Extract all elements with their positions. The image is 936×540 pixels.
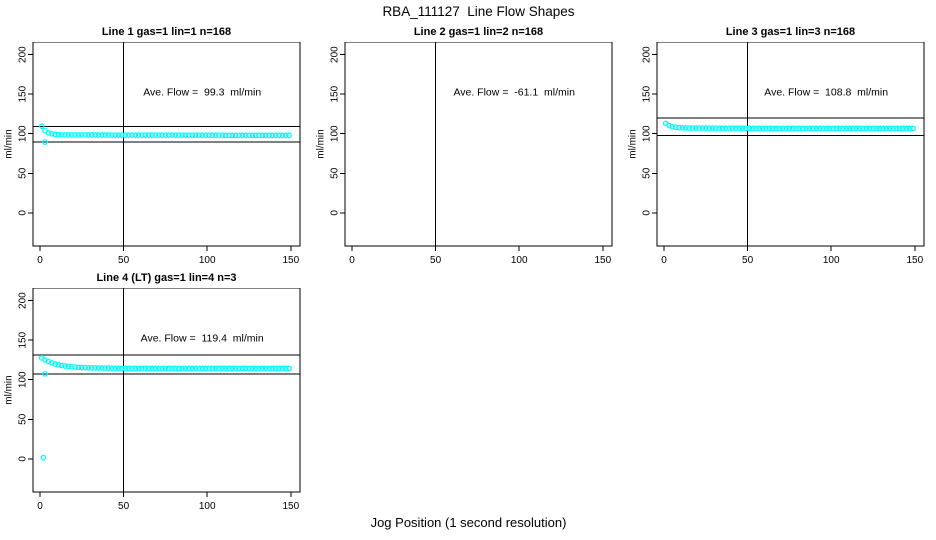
svg-text:100: 100 xyxy=(18,125,29,142)
svg-text:100: 100 xyxy=(330,125,341,142)
plot-canvas-line-4: 0 50 100 150 0 50 100 150 200 ml/min Ave. Flow = 1… xyxy=(4,288,301,512)
x-axis-label: Jog Position (1 second resolution) xyxy=(370,515,567,530)
svg-text:100: 100 xyxy=(823,255,840,266)
svg-text:50: 50 xyxy=(642,167,653,179)
subplot-line-2: Line 2 gas=1 lin=2 n=168 0 50 100 150 0 50 100… xyxy=(305,22,617,274)
svg-text:150: 150 xyxy=(282,501,299,512)
subplot-line-3-title: Line 3 gas=1 lin=3 n=168 xyxy=(725,26,856,38)
svg-text:ml/min: ml/min xyxy=(4,375,15,404)
svg-text:100: 100 xyxy=(642,125,653,142)
plot-canvas-line-3: 0 50 100 150 0 50 100 150 200 ml/min Ave. Flow = 1… xyxy=(628,42,925,266)
svg-text:0: 0 xyxy=(37,255,43,266)
subplot-line-4-title: Line 4 (LT) gas=1 lin=4 n=3 xyxy=(96,272,237,284)
svg-text:0: 0 xyxy=(642,210,653,216)
svg-text:200: 200 xyxy=(642,46,653,63)
svg-text:Ave. Flow = 119.4 ml/min: Ave. Flow = 119.4 ml/min xyxy=(141,333,264,345)
svg-text:100: 100 xyxy=(18,371,29,388)
svg-text:Ave. Flow = 108.8 ml/min: Ave. Flow = 108.8 ml/min xyxy=(764,87,888,99)
svg-text:200: 200 xyxy=(18,46,29,63)
svg-text:ml/min: ml/min xyxy=(4,129,15,158)
subplot-line-4: Line 4 (LT) gas=1 lin=4 n=3 0 50 100 150 0 50… xyxy=(0,268,305,520)
svg-text:Ave. Flow = -61.1 ml/min: Ave. Flow = -61.1 ml/min xyxy=(453,87,575,99)
svg-text:150: 150 xyxy=(18,85,29,102)
svg-text:150: 150 xyxy=(282,255,299,266)
svg-text:50: 50 xyxy=(118,501,130,512)
svg-text:100: 100 xyxy=(511,255,528,266)
svg-text:0: 0 xyxy=(330,210,341,216)
svg-text:0: 0 xyxy=(349,255,355,266)
svg-text:200: 200 xyxy=(330,46,341,63)
svg-text:150: 150 xyxy=(642,85,653,102)
svg-text:50: 50 xyxy=(430,255,442,266)
svg-text:0: 0 xyxy=(18,456,29,462)
subplot-line-2-title: Line 2 gas=1 lin=2 n=168 xyxy=(413,26,544,38)
svg-text:50: 50 xyxy=(118,255,130,266)
svg-text:0: 0 xyxy=(18,210,29,216)
plot-canvas-line-2: 0 50 100 150 0 50 100 150 200 ml/min Ave. Flow = -… xyxy=(316,42,613,266)
svg-text:50: 50 xyxy=(18,413,29,425)
svg-text:150: 150 xyxy=(330,85,341,102)
subplot-line-1-title: Line 1 gas=1 lin=1 n=168 xyxy=(101,26,232,38)
svg-text:50: 50 xyxy=(330,167,341,179)
svg-text:150: 150 xyxy=(906,255,923,266)
svg-text:50: 50 xyxy=(18,167,29,179)
svg-text:Ave. Flow = 99.3 ml/min: Ave. Flow = 99.3 ml/min xyxy=(143,87,261,99)
svg-text:200: 200 xyxy=(18,292,29,309)
page-title: RBA_111127 Line Flow Shapes xyxy=(382,4,575,19)
svg-text:ml/min: ml/min xyxy=(316,129,327,158)
svg-text:ml/min: ml/min xyxy=(628,129,639,158)
svg-text:0: 0 xyxy=(37,501,43,512)
svg-text:150: 150 xyxy=(594,255,611,266)
svg-text:50: 50 xyxy=(742,255,754,266)
plot-canvas-line-1: 0 50 100 150 0 50 100 150 200 ml/min Ave. Flow = 9… xyxy=(4,42,301,266)
svg-text:100: 100 xyxy=(199,255,216,266)
svg-text:0: 0 xyxy=(661,255,667,266)
subplot-line-3: Line 3 gas=1 lin=3 n=168 0 50 100 150 0 50 100… xyxy=(617,22,929,274)
svg-text:150: 150 xyxy=(18,331,29,348)
svg-text:100: 100 xyxy=(199,501,216,512)
subplot-line-1: Line 1 gas=1 lin=1 n=168 0 50 100 150 0 50 100… xyxy=(0,22,305,274)
